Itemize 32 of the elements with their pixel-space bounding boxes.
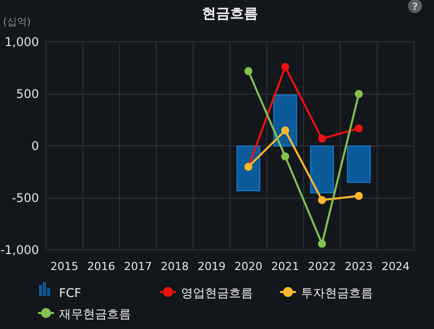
y-tick-label: 0 [31, 139, 39, 153]
legend-label: 재무현금흐름 [59, 307, 131, 321]
point [318, 196, 326, 204]
x-tick-label: 2016 [87, 260, 116, 273]
point [244, 67, 252, 76]
point [318, 134, 326, 143]
legend-label: FCF [59, 286, 82, 300]
point [281, 152, 290, 160]
x-tick-label: 2019 [198, 260, 226, 273]
y-axis-title: (십억) [3, 17, 31, 28]
x-tick-label: 2018 [160, 260, 189, 273]
legend-label: 영업현금흐름 [181, 286, 253, 300]
point [281, 62, 290, 71]
x-tick-label: 2022 [308, 260, 336, 273]
point [318, 240, 326, 248]
x-tick-label: 2015 [50, 260, 78, 273]
text: ? [412, 2, 418, 13]
y-tick-label: 1,000 [4, 35, 39, 49]
x-tick-label: 2020 [234, 260, 262, 273]
point [281, 126, 290, 134]
chart-title: 현금흐름 [202, 6, 258, 22]
y-tick-label: 500 [16, 87, 39, 101]
legend-label: 투자현금흐름 [301, 286, 373, 300]
x-tick-label: 2024 [382, 260, 410, 273]
point [354, 124, 363, 132]
y-tick-label: -1,000 [0, 243, 39, 257]
point [354, 192, 363, 200]
point [354, 90, 363, 98]
x-tick-label: 2017 [124, 260, 152, 273]
y-tick-label: -500 [12, 191, 39, 205]
x-tick-label: 2023 [344, 260, 373, 273]
x-tick-label: 2021 [271, 260, 300, 273]
